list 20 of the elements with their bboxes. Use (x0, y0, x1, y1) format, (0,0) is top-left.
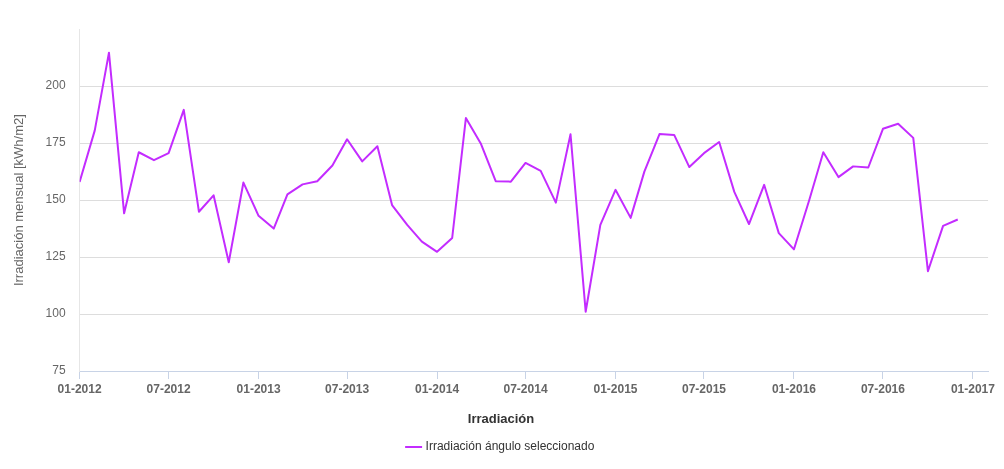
x-tick-label: 07-2014 (503, 381, 548, 396)
x-tick-label: 07-2012 (146, 381, 191, 396)
x-tick-label: 01-2016 (771, 381, 817, 396)
y-tick-label: 150 (45, 192, 66, 207)
y-tick-label: 200 (45, 78, 66, 93)
x-tick-label: 01-2014 (415, 381, 460, 396)
x-tick-label: 01-2015 (593, 381, 638, 396)
x-tick-label: 07-2016 (860, 381, 906, 396)
x-tick-label: 07-2015 (681, 381, 727, 396)
y-tick-label: 100 (45, 306, 66, 321)
x-tick-label: 01-2013 (236, 381, 281, 396)
legend-title: Irradiación (467, 411, 535, 427)
y-axis-title: Irradiación mensual [kWh/m2] (11, 114, 27, 287)
x-tick-label: 07-2013 (325, 381, 370, 396)
legend-label: Irradiación ángulo seleccionado (425, 439, 595, 454)
x-tick-label: 01-2012 (57, 381, 102, 396)
y-tick-label: 125 (45, 249, 66, 264)
x-tick-label: 01-2017 (950, 381, 996, 396)
y-tick-label: 175 (45, 135, 66, 150)
y-tick-label: 75 (52, 363, 66, 378)
